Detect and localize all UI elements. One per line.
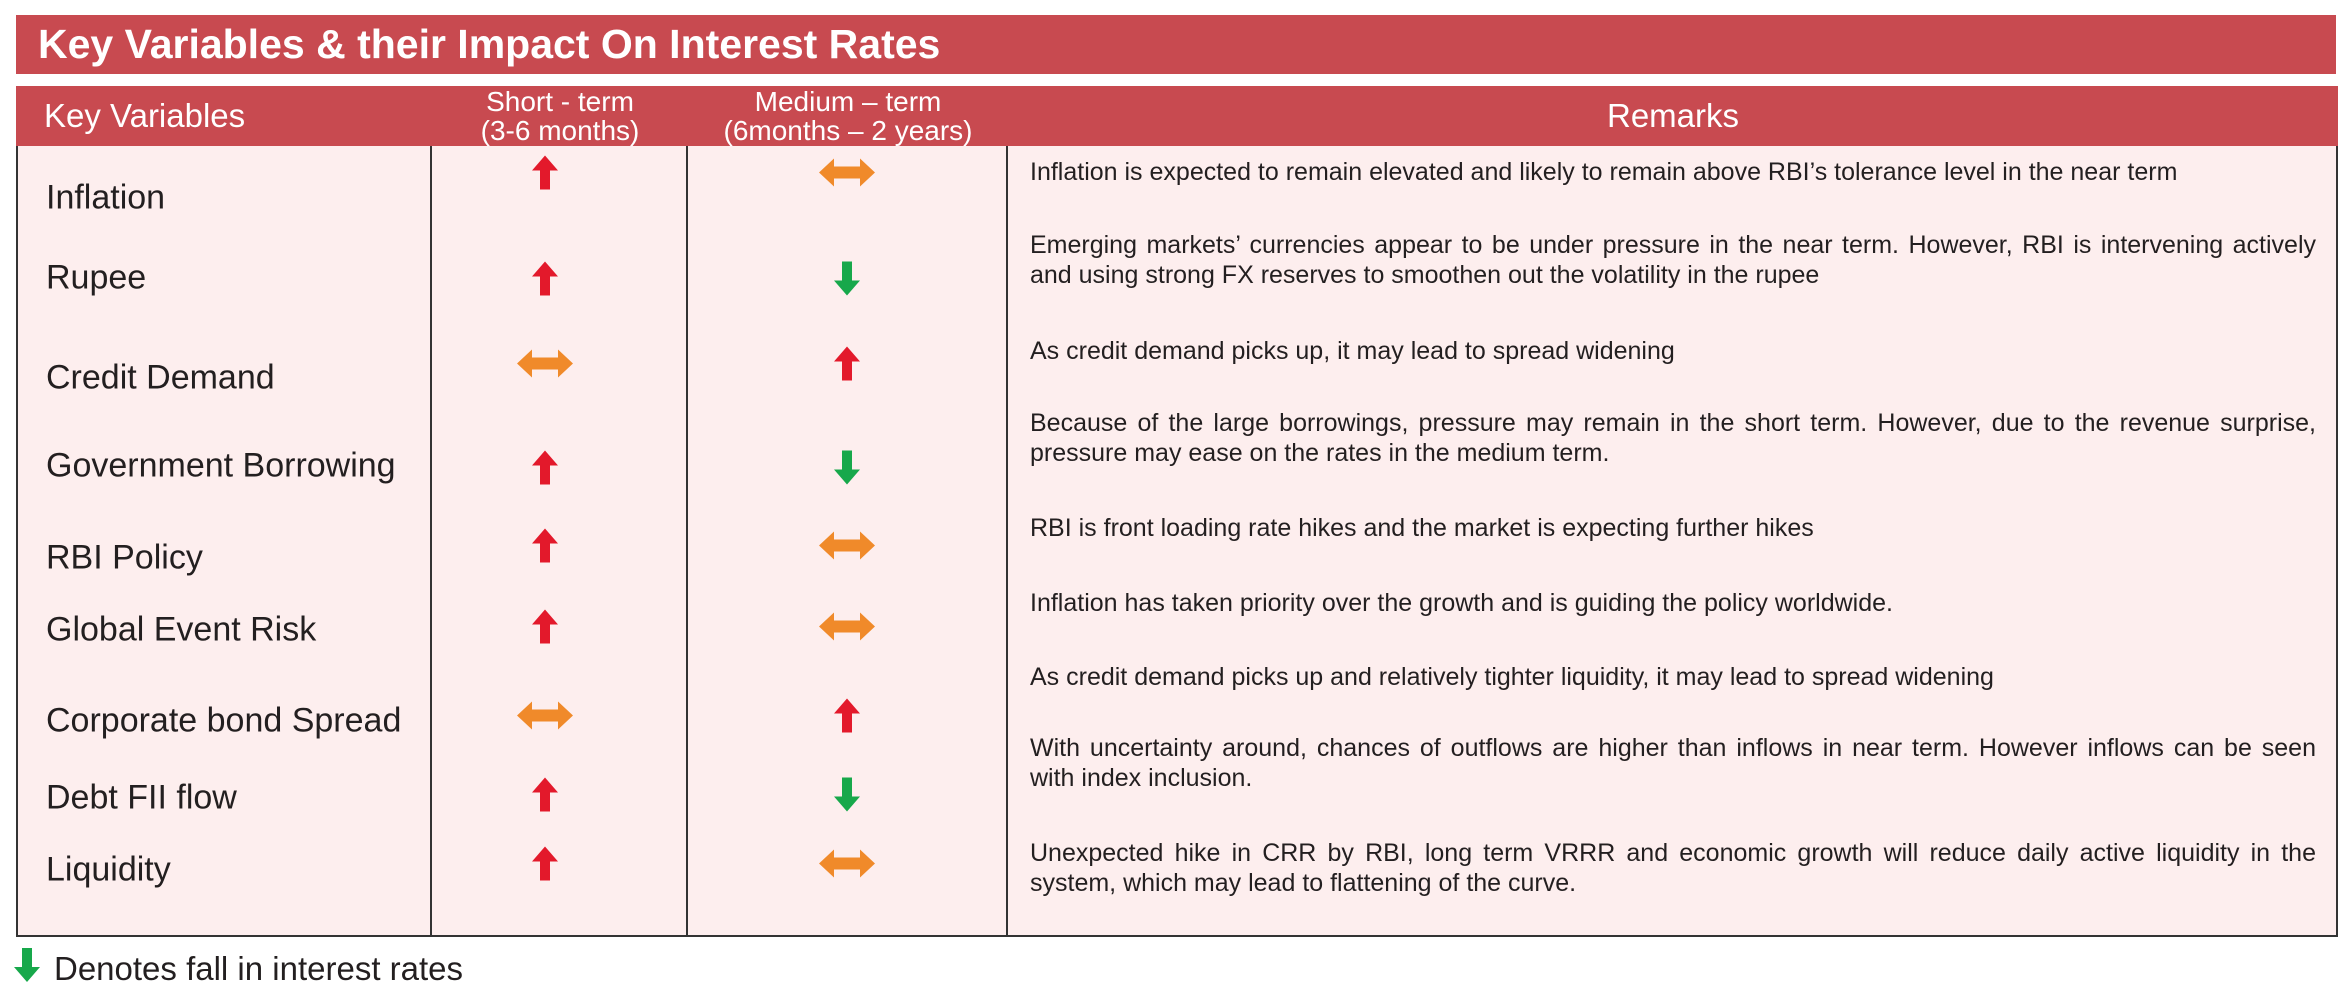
variable-label-global-event-risk: Global Event Risk [46, 610, 317, 649]
remark-corporate-bond-spread: As credit demand picks up and relatively… [1030, 663, 1994, 691]
remark-rupee: Emerging markets’ currencies appear to b… [1030, 231, 2316, 289]
column-divider [430, 146, 432, 937]
header-short-term-line1: Short - term [486, 86, 634, 117]
arrow-up-icon [532, 155, 558, 195]
arrow-left-right-icon [819, 158, 875, 192]
remark-liquidity: Unexpected hike in CRR by RBI, long term… [1030, 839, 2316, 897]
table-body [16, 146, 2338, 937]
arrow-up-icon [532, 450, 558, 490]
arrow-up-icon [532, 528, 558, 568]
arrow-down-icon [834, 261, 860, 301]
header-key-variables: Key Variables [16, 86, 432, 146]
arrow-left-right-icon [517, 349, 573, 383]
column-divider [1006, 146, 1008, 937]
remark-government-borrowing: Because of the large borrowings, pressur… [1030, 409, 2316, 467]
variable-label-credit-demand: Credit Demand [46, 358, 275, 397]
arrow-up-icon [532, 846, 558, 886]
remark-credit-demand: As credit demand picks up, it may lead t… [1030, 337, 1675, 365]
variable-label-inflation: Inflation [46, 178, 166, 217]
variable-label-rbi-policy: RBI Policy [46, 538, 203, 577]
remark-rbi-policy: RBI is front loading rate hikes and the … [1030, 514, 1814, 542]
header-medium-term-line1: Medium – term [754, 86, 942, 117]
arrow-up-icon [834, 698, 860, 738]
legend-text: Denotes fall in interest rates [54, 950, 464, 987]
header-short-term-line2: (3-6 months) [480, 115, 640, 146]
page-title: Key Variables & their Impact On Interest… [16, 15, 2336, 74]
arrow-left-right-icon [819, 849, 875, 883]
arrow-left-right-icon [819, 531, 875, 565]
variable-label-government-borrowing: Government Borrowing [46, 446, 396, 485]
arrow-left-right-icon [517, 701, 573, 735]
remark-global-event-risk: Inflation has taken priority over the gr… [1030, 589, 1893, 617]
arrow-up-icon [532, 777, 558, 817]
arrow-down-icon [834, 450, 860, 490]
remark-debt-fii-flow: With uncertainty around, chances of outf… [1030, 734, 2316, 792]
variable-label-rupee: Rupee [46, 258, 147, 297]
remark-inflation: Inflation is expected to remain elevated… [1030, 158, 2178, 186]
arrow-up-icon [532, 609, 558, 649]
arrow-left-right-icon [819, 612, 875, 646]
variable-label-debt-fii-flow: Debt FII flow [46, 778, 237, 817]
arrow-down-green-icon [14, 948, 40, 990]
variable-label-liquidity: Liquidity [46, 850, 171, 889]
header-medium-term-line2: (6months – 2 years) [723, 115, 973, 146]
variable-label-corporate-bond-spread: Corporate bond Spread [46, 701, 402, 740]
column-divider [686, 146, 688, 937]
header-short-term: Short - term (3-6 months) [432, 86, 688, 146]
legend: Denotes fall in interest rates [14, 948, 463, 990]
header-remarks: Remarks [1008, 86, 2338, 146]
header-medium-term: Medium – term (6months – 2 years) [688, 86, 1008, 146]
arrow-down-icon [834, 777, 860, 817]
arrow-up-icon [532, 261, 558, 301]
arrow-up-icon [834, 346, 860, 386]
